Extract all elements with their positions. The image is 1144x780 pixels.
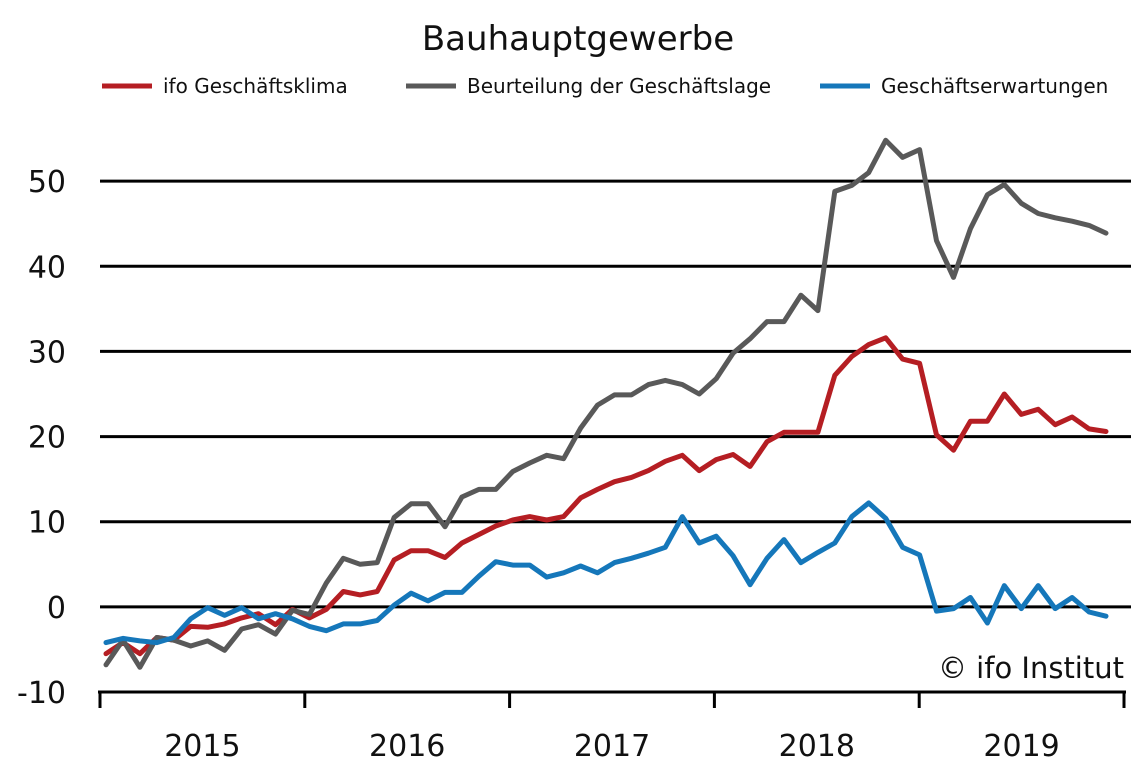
y-tick-label-1: 0 bbox=[47, 591, 66, 626]
legend-label-0: ifo Geschäftsklima bbox=[163, 74, 348, 98]
legend: ifo Geschäftsklima Beurteilung der Geschä… bbox=[102, 74, 1108, 98]
legend-label-2: Geschäftserwartungen bbox=[881, 74, 1108, 98]
y-tick-label-5: 40 bbox=[28, 250, 66, 285]
x-tick-label-2017: 2017 bbox=[574, 729, 650, 764]
x-tick-label-2019: 2019 bbox=[983, 729, 1059, 764]
legend-label-1: Beurteilung der Geschäftslage bbox=[467, 74, 771, 98]
chart-title: Bauhauptgewerbe bbox=[422, 19, 734, 59]
copyright-note: © ifo Institut bbox=[938, 651, 1124, 685]
y-tick-label-6: 50 bbox=[28, 165, 66, 200]
y-tick-label-0: -10 bbox=[17, 676, 66, 711]
y-tick-label-4: 30 bbox=[28, 335, 66, 370]
y-tick-label-2: 10 bbox=[28, 506, 66, 541]
x-axis: 2015 2016 2017 2018 2019 bbox=[98, 690, 1126, 764]
series-lines bbox=[103, 137, 1109, 670]
y-tick-label-3: 20 bbox=[28, 421, 66, 456]
series-line-2 bbox=[103, 500, 1109, 646]
series-line-1 bbox=[103, 137, 1109, 670]
series-line-0 bbox=[103, 335, 1109, 657]
grid-lines bbox=[100, 179, 1131, 609]
x-tick-label-2015: 2015 bbox=[164, 729, 240, 764]
y-axis-ticks: -10 0 10 20 30 40 50 bbox=[17, 165, 66, 711]
x-tick-label-2016: 2016 bbox=[369, 729, 445, 764]
x-tick-label-2018: 2018 bbox=[779, 729, 855, 764]
